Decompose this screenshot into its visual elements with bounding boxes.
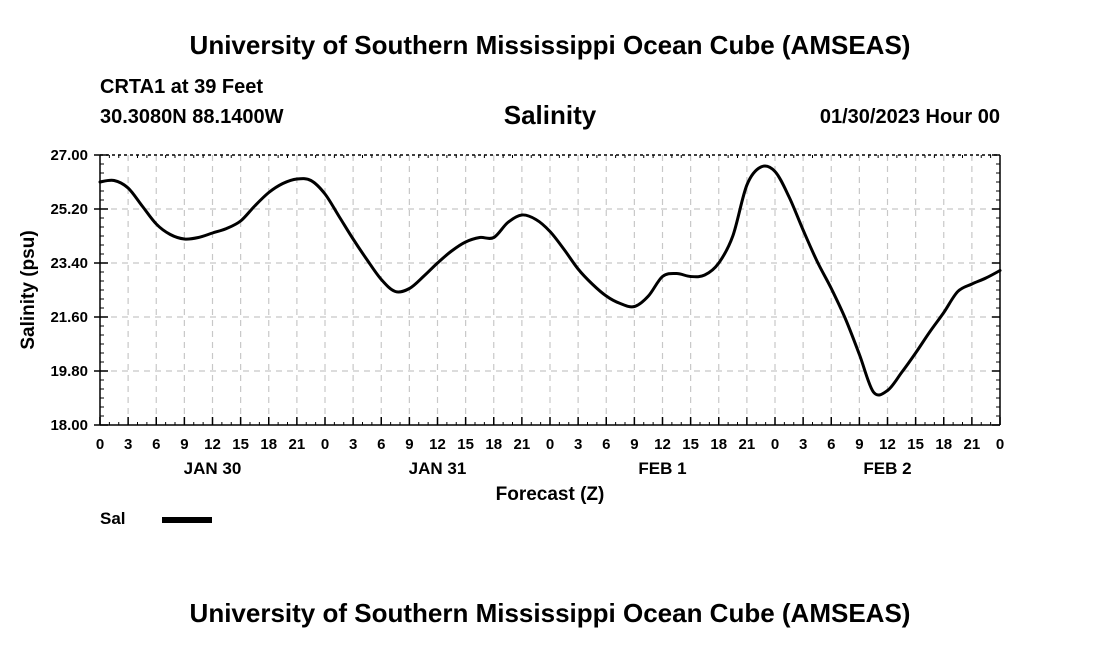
y-tick-label: 25.20 [50, 201, 88, 218]
x-tick-label: 9 [405, 436, 413, 453]
x-tick-label: 6 [377, 436, 385, 453]
x-tick-label: 15 [457, 436, 474, 453]
y-tick-label: 21.60 [50, 309, 88, 326]
x-tick-label: 21 [289, 436, 306, 453]
x-tick-label: 6 [602, 436, 610, 453]
x-tick-label: 0 [771, 436, 779, 453]
x-tick-label: 9 [630, 436, 638, 453]
x-tick-label: 18 [260, 436, 277, 453]
series-line-sal [98, 164, 1002, 397]
y-axis-title: Salinity (psu) [18, 230, 39, 349]
x-tick-label: 9 [180, 436, 188, 453]
x-tick-label: 18 [935, 436, 952, 453]
x-tick-label: 18 [710, 436, 727, 453]
x-tick-label: 12 [879, 436, 896, 453]
x-tick-label: 12 [654, 436, 671, 453]
x-tick-label: 18 [485, 436, 502, 453]
day-label: FEB 1 [638, 459, 686, 478]
x-tick-label: 21 [514, 436, 531, 453]
day-label: JAN 30 [184, 459, 242, 478]
x-tick-label: 21 [964, 436, 981, 453]
forecast-date-label: 01/30/2023 Hour 00 [819, 106, 1000, 128]
station-label: CRTA1 at 39 Feet [100, 76, 264, 98]
y-tick-label: 18.00 [50, 417, 88, 434]
day-label: FEB 2 [863, 459, 911, 478]
legend-line-swatch [162, 517, 212, 523]
x-tick-label: 0 [996, 436, 1004, 453]
day-label: JAN 31 [409, 459, 467, 478]
x-axis-title: Forecast (Z) [496, 484, 605, 505]
y-tick-label: 27.00 [50, 147, 88, 164]
x-tick-label: 6 [152, 436, 160, 453]
x-tick-label: 9 [855, 436, 863, 453]
x-tick-label: 0 [546, 436, 554, 453]
x-tick-label: 15 [907, 436, 924, 453]
footer-title: University of Southern Mississippi Ocean… [189, 598, 911, 628]
chart-title: Salinity [503, 100, 597, 130]
y-tick-label: 19.80 [50, 363, 88, 380]
x-tick-label: 0 [321, 436, 329, 453]
x-tick-label: 3 [799, 436, 807, 453]
x-tick-label: 0 [96, 436, 104, 453]
x-tick-label: 15 [232, 436, 249, 453]
x-tick-label: 15 [682, 436, 699, 453]
x-tick-label: 21 [739, 436, 756, 453]
x-tick-label: 3 [124, 436, 132, 453]
salinity-chart: 0 3 6 9 12 15 18 21 0 3 6 9 12 15 18 21 0 3 6 9 12 15 18 21 0 3 6 9… [18, 147, 1004, 505]
legend-label: Sal [100, 509, 126, 528]
x-tick-label: 6 [827, 436, 835, 453]
coordinates-label: 30.3080N 88.1400W [100, 106, 284, 128]
x-tick-label: 3 [349, 436, 357, 453]
y-tick-label: 23.40 [50, 255, 88, 272]
main-title: University of Southern Mississippi Ocean… [189, 30, 911, 60]
x-tick-label: 12 [429, 436, 446, 453]
x-tick-label: 3 [574, 436, 582, 453]
x-tick-label: 12 [204, 436, 221, 453]
